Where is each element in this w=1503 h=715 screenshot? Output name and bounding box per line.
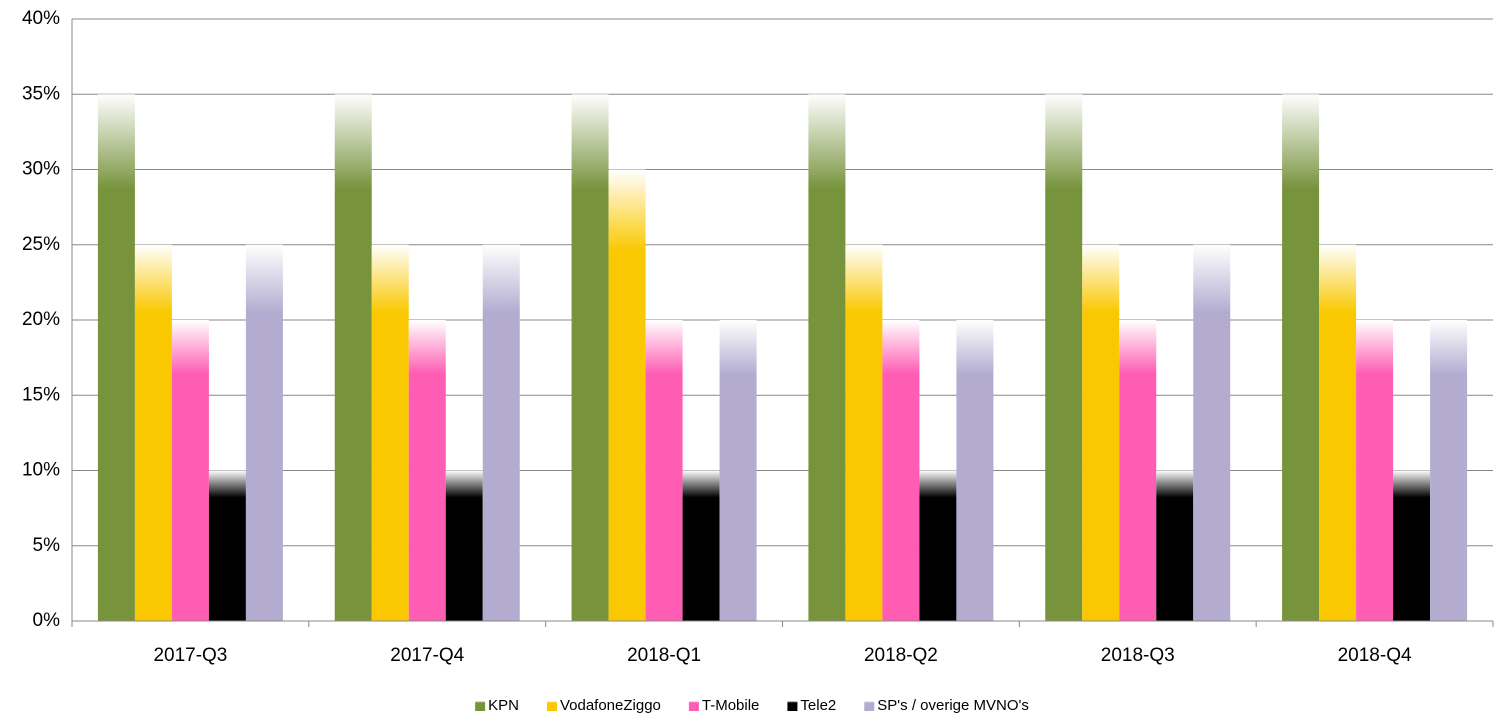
legend-label: Tele2	[800, 697, 836, 714]
legend-swatch	[864, 701, 875, 711]
bar	[1430, 320, 1468, 621]
bar	[445, 470, 483, 621]
bar	[245, 244, 283, 621]
bar	[1045, 94, 1083, 621]
bar	[134, 244, 172, 621]
legend-swatch	[688, 701, 699, 711]
bar	[719, 320, 757, 621]
bar	[1319, 244, 1357, 621]
bar	[171, 320, 209, 621]
bar	[334, 94, 372, 621]
y-tick-label: 15%	[22, 384, 60, 405]
bar	[97, 94, 135, 621]
bar	[571, 94, 609, 621]
bar	[882, 320, 920, 621]
y-tick-label: 10%	[22, 460, 60, 481]
x-tick-label: 2017-Q4	[390, 645, 464, 666]
bar	[645, 320, 683, 621]
y-tick-label: 20%	[22, 309, 60, 330]
bar	[808, 94, 846, 621]
legend-label: SP's / overige MVNO's	[877, 697, 1029, 714]
bar	[1282, 94, 1320, 621]
bar	[1119, 320, 1157, 621]
legend-label: VodafoneZiggo	[560, 697, 661, 714]
x-tick-label: 2018-Q1	[627, 645, 701, 666]
y-tick-label: 25%	[22, 234, 60, 255]
legend-swatch	[787, 701, 798, 711]
legend-swatch	[475, 701, 486, 711]
bar	[845, 244, 883, 621]
bar	[1393, 470, 1431, 621]
y-tick-label: 40%	[22, 8, 60, 29]
bar	[1156, 470, 1194, 621]
y-tick-label: 30%	[22, 159, 60, 180]
bar	[608, 169, 646, 621]
x-tick-label: 2018-Q3	[1101, 645, 1175, 666]
bar	[482, 244, 520, 621]
bar	[682, 470, 720, 621]
y-tick-label: 0%	[33, 610, 61, 631]
bar	[956, 320, 994, 621]
bar	[408, 320, 446, 621]
legend: KPN VodafoneZiggo T-Mobile Tele2 SP's / over…	[475, 697, 1029, 714]
bar	[1082, 244, 1120, 621]
bar	[371, 244, 409, 621]
bar	[1193, 244, 1231, 621]
bar	[208, 470, 246, 621]
y-tick-label: 35%	[22, 83, 60, 104]
legend-swatch	[546, 701, 557, 711]
bar	[919, 470, 957, 621]
bar	[1356, 320, 1394, 621]
y-tick-label: 5%	[33, 535, 61, 556]
legend-label: T-Mobile	[702, 697, 760, 714]
x-tick-label: 2018-Q4	[1338, 645, 1412, 666]
x-tick-label: 2018-Q2	[864, 645, 938, 666]
legend-label: KPN	[488, 697, 519, 714]
x-tick-label: 2017-Q3	[153, 645, 227, 666]
